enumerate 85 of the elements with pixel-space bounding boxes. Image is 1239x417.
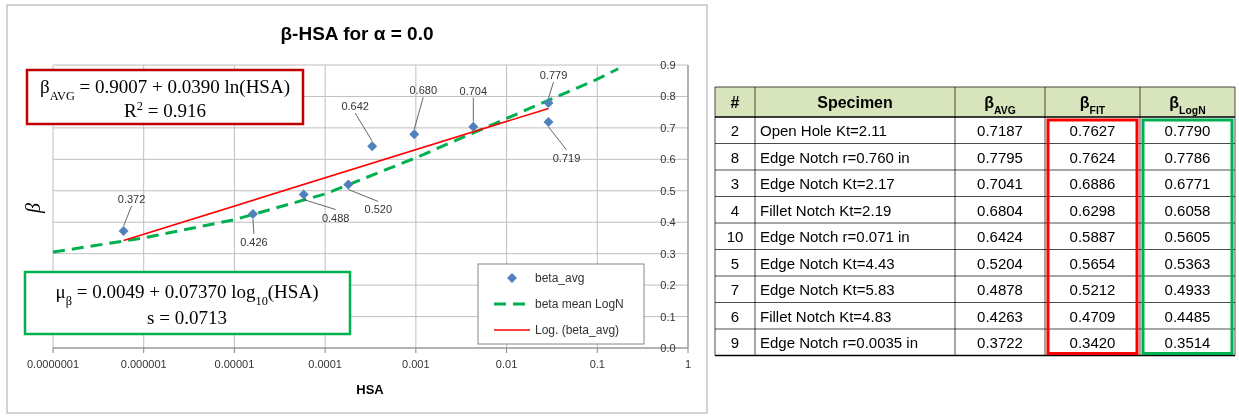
text: 0.7790 bbox=[1164, 122, 1211, 139]
text: Edge Notch r=0.071 in bbox=[760, 228, 910, 245]
y-tick-label: 0.3 bbox=[660, 247, 676, 260]
annotation: μ$_{β}$ = 0.0049 + 0.07370 log$_{10}$(HSA) bbox=[55, 281, 319, 308]
text: 0.7041 bbox=[977, 175, 1023, 192]
y-tick-label: 0.5 bbox=[660, 184, 676, 197]
text: 0.7187 bbox=[977, 122, 1023, 139]
text: 3 bbox=[730, 175, 740, 192]
text: 0.6058 bbox=[1164, 201, 1211, 219]
text: 0.3514 bbox=[1164, 334, 1211, 351]
text: 0.6771 bbox=[1164, 175, 1211, 192]
text: 6 bbox=[730, 307, 740, 325]
y-tick-label: 0.2 bbox=[660, 279, 676, 292]
text: Edge Notch r=0.0035 in bbox=[760, 334, 919, 351]
x-tick-label: 0.00001 bbox=[214, 358, 255, 370]
text: 0.5605 bbox=[1164, 228, 1211, 245]
text: 0.7627 bbox=[1069, 122, 1116, 139]
legend-label: Log. (beta_avg) bbox=[535, 323, 620, 337]
text: 0.4263 bbox=[977, 307, 1023, 325]
category-label: β$_{FIT}$ bbox=[1079, 94, 1106, 116]
x-tick-label: 0.01 bbox=[495, 358, 518, 370]
text: 0.5204 bbox=[977, 254, 1023, 272]
data-label: 0.372 bbox=[117, 193, 146, 206]
data-label: 0.426 bbox=[240, 236, 268, 249]
text: 0.5654 bbox=[1069, 254, 1116, 272]
x-tick-label: 0.0000001 bbox=[27, 358, 79, 370]
text: 0.5212 bbox=[1069, 281, 1116, 298]
text: 2 bbox=[730, 122, 740, 139]
category-label: β$_{AVG}$ bbox=[984, 94, 1016, 116]
x-tick-label: 1 bbox=[684, 358, 692, 370]
y-tick-label: 0.4 bbox=[660, 216, 676, 229]
text: 0.4878 bbox=[977, 281, 1023, 298]
text: 7 bbox=[730, 281, 740, 298]
y-tick-label: 0.6 bbox=[660, 153, 676, 166]
text: 10 bbox=[726, 228, 744, 245]
y-tick-label: 0.8 bbox=[660, 90, 676, 103]
text: 5 bbox=[730, 254, 740, 272]
text: 0.4485 bbox=[1164, 307, 1211, 325]
text: 0.3722 bbox=[977, 334, 1023, 351]
category-label: Specimen bbox=[817, 94, 893, 111]
text: Fillet Notch Kt=4.83 bbox=[760, 307, 892, 325]
y-tick-label: 0.1 bbox=[660, 310, 676, 323]
category-label: β$_{LogN}$ bbox=[1169, 94, 1206, 116]
data-label: 0.520 bbox=[364, 203, 393, 216]
text: 0.5887 bbox=[1069, 228, 1116, 245]
y-axis-title: β bbox=[22, 202, 45, 214]
text: 8 bbox=[730, 148, 740, 166]
data-label: 0.719 bbox=[552, 151, 581, 164]
data-label: 0.488 bbox=[321, 211, 350, 224]
y-tick-label: 0.7 bbox=[660, 121, 676, 134]
text: 0.6298 bbox=[1069, 201, 1116, 219]
annotation: s = 0.0713 bbox=[147, 307, 227, 328]
text: Edge Notch Kt=4.43 bbox=[760, 254, 895, 272]
text: 0.6886 bbox=[1069, 175, 1116, 192]
data-label: 0.779 bbox=[539, 69, 568, 82]
text: 4 bbox=[730, 201, 740, 219]
text: 0.7624 bbox=[1069, 148, 1116, 166]
legend-label: beta mean LogN bbox=[535, 297, 624, 311]
text: Edge Notch r=0.760 in bbox=[760, 148, 910, 166]
chart-title: β-HSA for α = 0.0 bbox=[280, 23, 434, 44]
legend-label: beta_avg bbox=[535, 271, 585, 285]
x-tick-label: 0.000001 bbox=[120, 358, 167, 370]
x-tick-label: 0.001 bbox=[402, 358, 430, 370]
text: 0.4709 bbox=[1069, 307, 1116, 325]
data-label: 0.704 bbox=[459, 84, 488, 97]
text: Fillet Notch Kt=2.19 bbox=[760, 201, 892, 219]
category-label: # bbox=[730, 94, 740, 111]
x-axis-title: HSA bbox=[356, 382, 385, 397]
y-tick-label: 0.0 bbox=[660, 342, 676, 354]
data-label: 0.680 bbox=[409, 84, 438, 97]
text: Open Hole Kt=2.11 bbox=[760, 122, 887, 139]
text: 0.6424 bbox=[977, 228, 1023, 245]
text: 0.4933 bbox=[1164, 281, 1211, 298]
x-tick-label: 0.1 bbox=[589, 358, 605, 370]
text: 0.3420 bbox=[1069, 334, 1116, 351]
text: Edge Notch Kt=5.83 bbox=[760, 281, 895, 298]
text: 9 bbox=[730, 334, 740, 351]
x-tick-label: 0.0001 bbox=[308, 358, 342, 370]
y-tick-label: 0.9 bbox=[660, 59, 676, 71]
text: 0.7795 bbox=[977, 148, 1023, 166]
text: 0.5363 bbox=[1164, 254, 1211, 272]
data-label: 0.642 bbox=[341, 100, 369, 113]
text: 0.6804 bbox=[977, 201, 1023, 219]
text: Edge Notch Kt=2.17 bbox=[760, 175, 895, 192]
text: 0.7786 bbox=[1164, 148, 1211, 166]
